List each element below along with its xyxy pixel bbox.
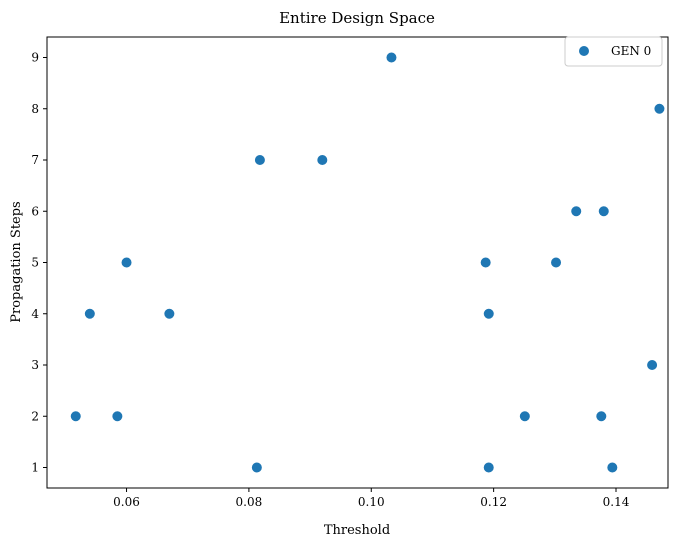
data-point [480,257,491,268]
y-tick-label: 9 [31,51,39,65]
chart-title: Entire Design Space [279,9,435,27]
x-tick-label: 0.14 [603,495,630,509]
y-axis-ticks: 1 2 3 4 5 6 7 8 9 [31,51,47,475]
legend-box [564,36,663,67]
y-tick-label: 4 [31,307,39,321]
data-point [386,52,397,63]
x-axis-ticks: 0.06 0.08 0.10 0.12 0.14 [113,488,630,509]
legend-label: GEN 0 [611,44,651,58]
data-point [551,257,562,268]
legend: GEN 0 [564,36,663,67]
y-axis-label: Propagation Steps [9,201,24,322]
x-tick-label: 0.10 [358,495,385,509]
y-tick-label: 5 [31,256,39,270]
data-point [121,257,132,268]
data-points [70,52,665,473]
y-tick-label: 2 [31,409,39,423]
data-point [654,103,665,114]
data-point [607,462,618,473]
data-point [483,462,494,473]
data-point [647,360,658,370]
legend-marker [579,46,589,56]
data-point [317,155,328,165]
x-tick-label: 0.08 [236,495,263,509]
x-tick-label: 0.06 [113,495,140,509]
y-tick-label: 8 [31,102,39,116]
data-point [519,411,530,422]
data-point [254,155,265,165]
y-tick-label: 1 [31,461,39,475]
x-axis-label: Threshold [324,523,390,538]
data-point [251,462,262,473]
y-tick-label: 7 [31,153,39,167]
data-point [598,206,609,217]
data-point [483,308,494,319]
data-point [596,411,607,422]
data-point [112,411,123,422]
data-point [70,411,81,422]
x-tick-label: 0.12 [480,495,507,509]
data-point [84,308,95,319]
plot-area-frame [46,36,669,489]
y-tick-label: 3 [31,358,39,372]
data-point [571,206,582,217]
data-point [164,308,175,319]
y-tick-label: 6 [31,204,39,218]
